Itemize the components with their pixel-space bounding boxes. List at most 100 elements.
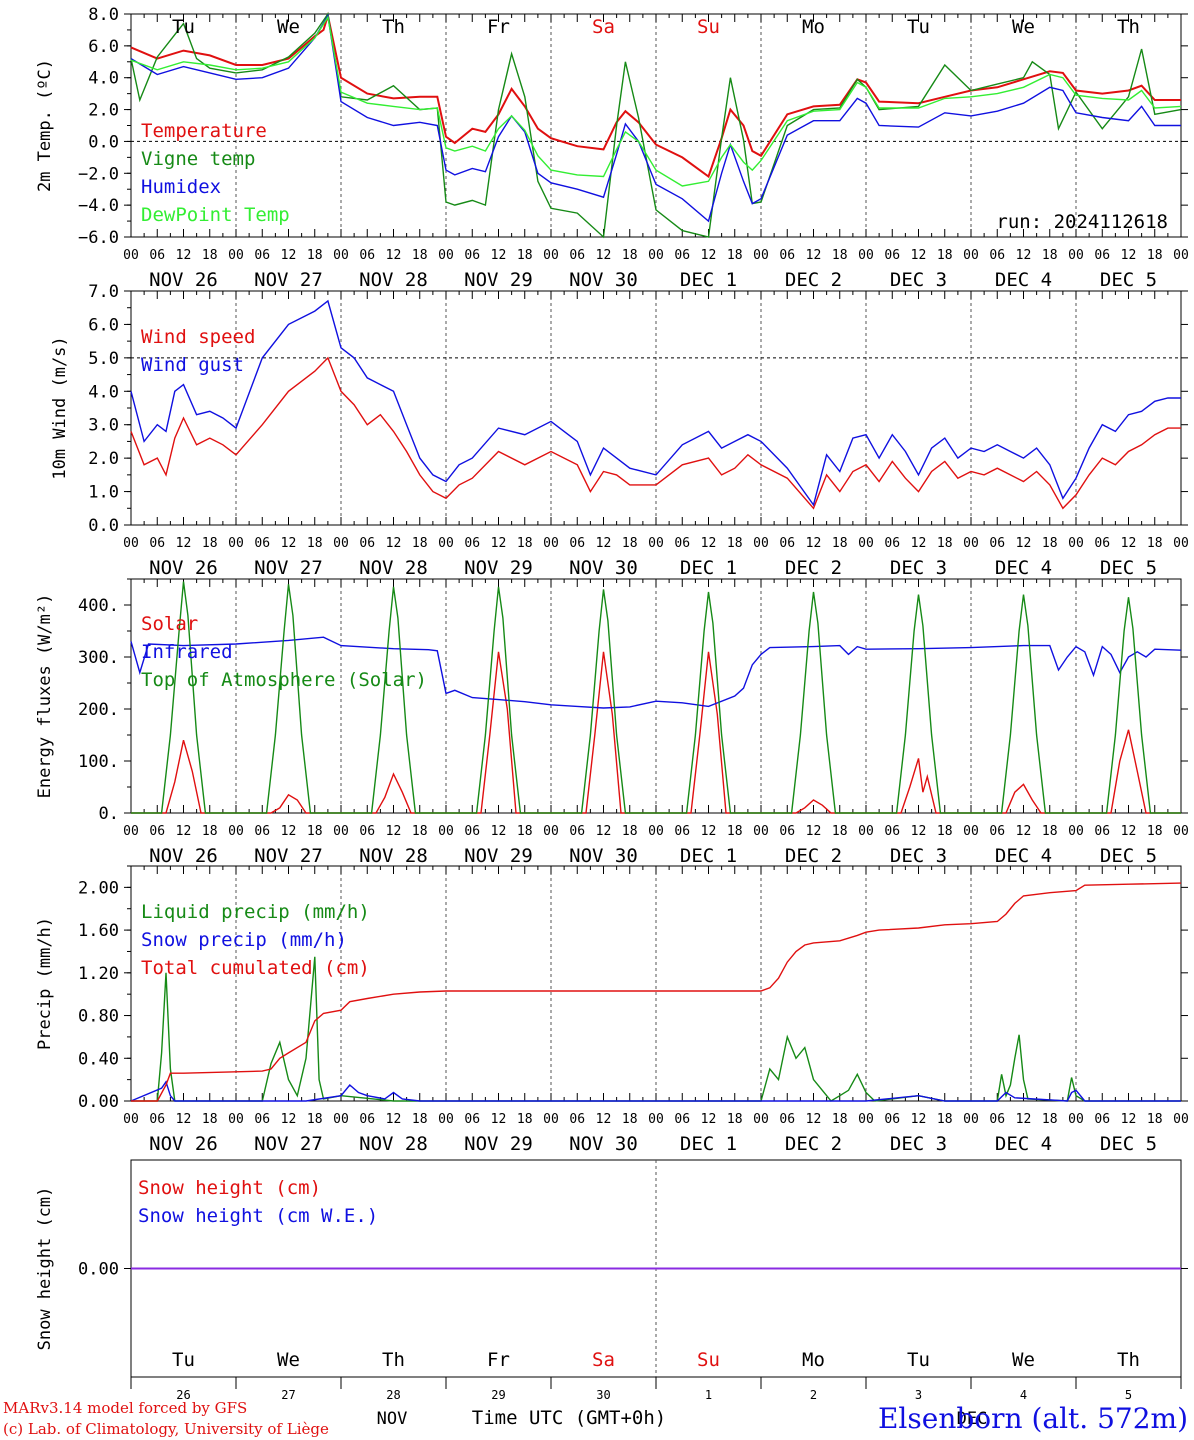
- hour-tick-label: 12: [596, 248, 612, 263]
- date-label: DEC 2: [785, 845, 842, 867]
- hour-tick-label: 12: [806, 824, 822, 839]
- legend-entry: Vigne temp: [141, 148, 255, 170]
- hour-tick-label: 06: [359, 824, 375, 839]
- date-label: NOV 27: [254, 845, 323, 867]
- weekday-label: Th: [382, 16, 405, 38]
- date-label: NOV 29: [464, 269, 533, 291]
- hour-tick-label: 06: [1094, 536, 1110, 551]
- weekday-label: We: [277, 1349, 300, 1371]
- hour-tick-label: 18: [1147, 1112, 1163, 1127]
- hour-tick-label: 06: [779, 248, 795, 263]
- hour-tick-label: 06: [884, 1112, 900, 1127]
- hour-tick-label: 18: [412, 1112, 428, 1127]
- hour-tick-label: 00: [1173, 248, 1189, 263]
- date-label: DEC 2: [785, 269, 842, 291]
- hour-tick-label: 12: [806, 1112, 822, 1127]
- date-label: DEC 3: [890, 1133, 947, 1155]
- hour-tick-label: 00: [1068, 824, 1084, 839]
- weekday-label: Su: [697, 16, 720, 38]
- y-axis-label: Energy fluxes (W/m²): [35, 594, 55, 799]
- series-line-solar: [131, 651, 1181, 814]
- y-tick-label: 0.40: [78, 1049, 119, 1069]
- hour-tick-label: 06: [464, 536, 480, 551]
- hour-tick-label: 06: [254, 824, 270, 839]
- hour-tick-label: 00: [1173, 536, 1189, 551]
- hour-tick-label: 18: [1147, 248, 1163, 263]
- hour-tick-label: 06: [1094, 1112, 1110, 1127]
- hour-tick-label: 06: [674, 824, 690, 839]
- hour-tick-label: 00: [858, 536, 874, 551]
- hour-tick-label: 00: [438, 1112, 454, 1127]
- hour-tick-label: 18: [517, 248, 533, 263]
- y-axis-label: 10m Wind (m/s): [50, 336, 70, 479]
- hour-tick-label: 00: [648, 536, 664, 551]
- date-label: DEC 1: [680, 1133, 737, 1155]
- date-label: DEC 1: [680, 845, 737, 867]
- hour-tick-label: 06: [359, 248, 375, 263]
- hour-tick-label: 12: [386, 1112, 402, 1127]
- date-label: NOV 26: [149, 1133, 218, 1155]
- legend-entry: Wind gust: [141, 354, 244, 376]
- legend-entry: Humidex: [141, 176, 221, 198]
- series-line-wind-speed: [130, 356, 1181, 510]
- hour-tick-label: 12: [1121, 536, 1137, 551]
- hour-tick-label: 12: [1016, 536, 1032, 551]
- y-tick-label: 7.0: [88, 282, 119, 302]
- day-number: 3: [915, 1388, 922, 1402]
- hour-tick-label: 12: [281, 1112, 297, 1127]
- weekday-label: We: [1012, 16, 1035, 38]
- hour-tick-label: 00: [753, 536, 769, 551]
- day-number: 29: [491, 1388, 505, 1402]
- date-label: NOV 27: [254, 557, 323, 579]
- hour-tick-label: 00: [438, 536, 454, 551]
- run-label: run: 2024112618: [996, 211, 1168, 233]
- series-line-top-of-atmosphere-solar-: [131, 581, 1181, 814]
- date-label: NOV 28: [359, 1133, 428, 1155]
- hour-tick-label: 06: [884, 536, 900, 551]
- hour-tick-label: 18: [832, 824, 848, 839]
- date-label: DEC 4: [995, 1133, 1052, 1155]
- chart-panel-4: 2.00 1.60 1.20 0.80 0.40 0.00 Precip (mm/h) Liq…: [35, 865, 1189, 1155]
- hour-tick-label: 06: [779, 1112, 795, 1127]
- hour-tick-label: 18: [412, 824, 428, 839]
- hour-tick-label: 00: [963, 248, 979, 263]
- hour-tick-label: 12: [491, 248, 507, 263]
- hour-tick-label: 12: [386, 536, 402, 551]
- legend-entry: Wind speed: [141, 326, 255, 348]
- y-tick-label: 0.00: [78, 1092, 119, 1112]
- date-label: NOV 28: [359, 845, 428, 867]
- hour-tick-label: 18: [1042, 824, 1058, 839]
- y-tick-label: 0.: [99, 804, 119, 824]
- date-label: NOV 26: [149, 269, 218, 291]
- y-axis-label: Precip (mm/h): [35, 917, 55, 1050]
- hour-tick-label: 12: [1016, 1112, 1032, 1127]
- hour-tick-label: 06: [884, 824, 900, 839]
- time-axis-label: Time UTC (GMT+0h): [472, 1407, 666, 1429]
- date-label: NOV 26: [149, 557, 218, 579]
- hour-tick-label: 12: [911, 824, 927, 839]
- hour-tick-label: 12: [281, 536, 297, 551]
- y-tick-label: 400.: [78, 596, 119, 616]
- hour-tick-label: 00: [753, 1112, 769, 1127]
- day-number: 2: [810, 1388, 817, 1402]
- date-label: NOV 30: [569, 845, 638, 867]
- date-label: DEC 5: [1100, 1133, 1157, 1155]
- day-number: 5: [1125, 1388, 1132, 1402]
- weekday-label: Mo: [802, 16, 825, 38]
- hour-tick-label: 12: [596, 824, 612, 839]
- hour-tick-label: 06: [254, 536, 270, 551]
- y-tick-label: −2.0: [78, 164, 119, 184]
- series-line-dewpoint-temp: [130, 15, 1182, 187]
- hour-tick-label: 18: [622, 248, 638, 263]
- hour-tick-label: 18: [727, 536, 743, 551]
- hour-tick-label: 18: [307, 248, 323, 263]
- weekday-label: We: [277, 16, 300, 38]
- hour-tick-label: 12: [701, 824, 717, 839]
- legend-entry: Snow precip (mm/h): [141, 929, 347, 951]
- date-label: DEC 1: [680, 269, 737, 291]
- hour-tick-label: 06: [254, 248, 270, 263]
- hour-tick-label: 18: [1042, 1112, 1058, 1127]
- hour-tick-label: 12: [596, 536, 612, 551]
- hour-tick-label: 00: [1068, 248, 1084, 263]
- hour-tick-label: 00: [123, 536, 139, 551]
